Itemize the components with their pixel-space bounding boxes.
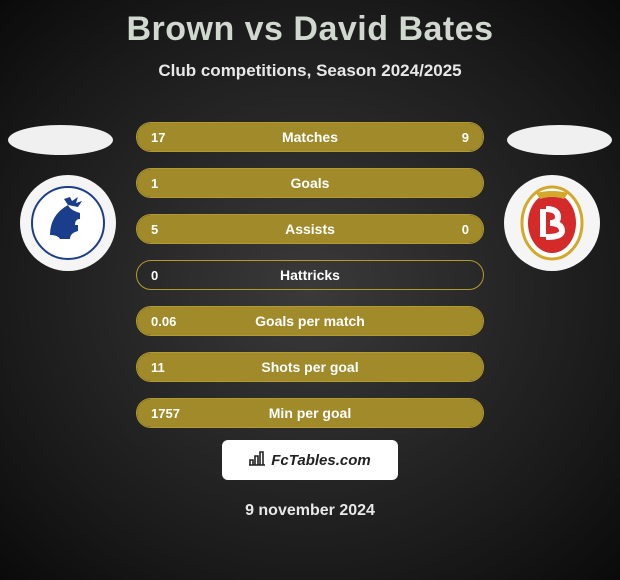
gent-crest-icon [30,185,106,261]
stat-row: 1Goals [136,168,484,198]
date-label: 9 november 2024 [0,502,620,520]
stat-row: 179Matches [136,122,484,152]
stat-label: Goals per match [137,313,483,329]
standard-liege-crest-icon [514,185,590,261]
brand-label: FcTables.com [271,452,370,469]
stat-label: Assists [137,221,483,237]
player-avatar-right [507,125,612,155]
club-badge-right [504,175,600,271]
player-avatar-left [8,125,113,155]
stat-label: Shots per goal [137,359,483,375]
stat-row: 1757Min per goal [136,398,484,428]
subtitle: Club competitions, Season 2024/2025 [0,61,620,81]
stat-row: 50Assists [136,214,484,244]
club-badge-left [20,175,116,271]
stat-label: Matches [137,129,483,145]
stat-label: Min per goal [137,405,483,421]
stat-label: Goals [137,175,483,191]
brand-badge[interactable]: FcTables.com [222,440,398,480]
stat-label: Hattricks [137,267,483,283]
stats-container: 179Matches 1Goals 50Assists 0Hattricks 0.06G… [136,122,484,444]
stat-row: 11Shots per goal [136,352,484,382]
stat-row: 0.06Goals per match [136,306,484,336]
stat-row: 0Hattricks [136,260,484,290]
stats-icon [249,450,267,470]
page-title: Brown vs David Bates [0,0,620,49]
